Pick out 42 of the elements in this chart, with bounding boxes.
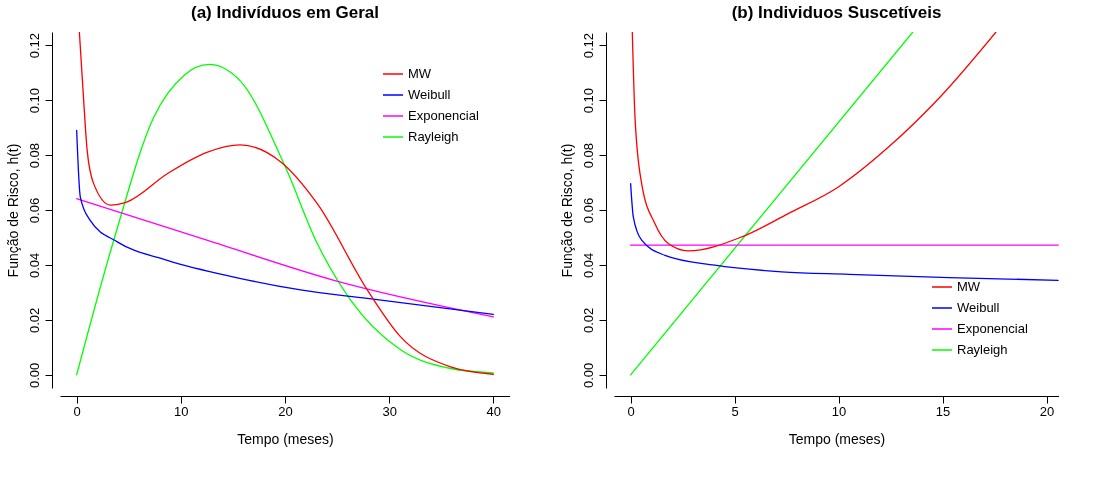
legend-label: Weibull [957,300,1000,315]
line-series [629,182,1059,281]
x-tick-label: 20 [278,403,293,419]
y-tick-label: 0.10 [580,87,596,114]
y-axis-title: Função de Risco, h(t) [4,143,21,278]
legend-label: Rayleigh [957,342,1008,357]
x-tick-label: 0 [73,403,81,419]
chart-title: (b) Individuos Suscetíveis [731,3,942,22]
y-tick-label: 0.02 [580,307,596,334]
x-tick-label: 0 [627,403,635,419]
y-tick-label: 0.04 [26,252,42,279]
x-tick-label: 30 [382,403,397,419]
y-tick-label: 0.04 [580,252,596,279]
legend-label: Exponencial [957,321,1028,336]
line-series [76,198,494,318]
legend-label: MW [408,66,432,81]
y-tick-label: 0.08 [580,142,596,169]
x-tick-label: 10 [174,403,189,419]
x-tick-label: 40 [486,403,502,419]
legend-label: Weibull [408,87,451,102]
y-tick-label: 0.06 [580,197,596,224]
line-series [76,129,494,316]
x-axis-title: Tempo (meses) [788,430,886,447]
x-tick-label: 5 [731,403,739,419]
legend-label: MW [957,279,981,294]
y-tick-label: 0.00 [580,362,596,388]
x-tick-label: 10 [831,403,847,419]
x-tick-label: 15 [935,403,951,419]
y-tick-label: 0.06 [26,197,42,224]
y-axis-title: Função de Risco, h(t) [558,143,575,278]
legend-label: Rayleigh [408,129,459,144]
y-tick-label: 0.02 [26,307,42,334]
x-tick-label: 20 [1039,403,1055,419]
y-tick-label: 0.10 [26,87,42,114]
y-tick-label: 0.12 [26,33,42,59]
x-axis-title: Tempo (meses) [237,430,334,447]
line-series [631,32,997,252]
y-tick-label: 0.08 [26,142,42,169]
chart-title: (a) Indivíduos em Geral [191,3,379,22]
y-tick-label: 0.12 [580,33,596,59]
legend-label: Exponencial [408,108,479,123]
y-tick-label: 0.00 [26,362,42,388]
